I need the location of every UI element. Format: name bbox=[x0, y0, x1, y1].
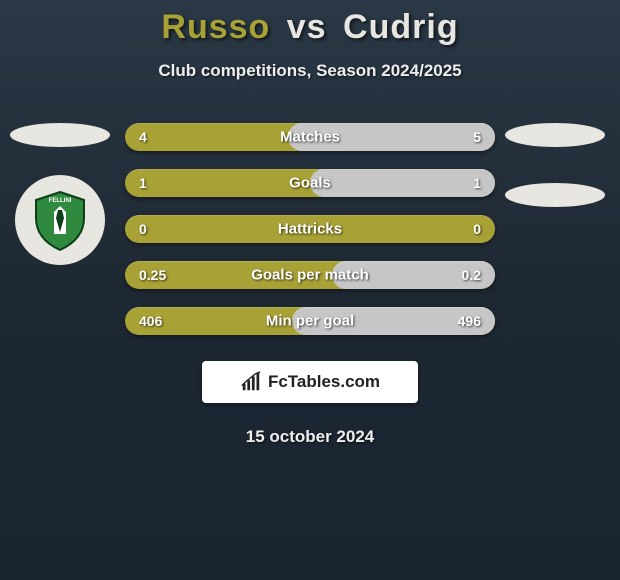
player1-name: Russo bbox=[161, 8, 270, 46]
player2-flag-placeholder bbox=[505, 123, 605, 147]
player1-club-crest: FELLINI bbox=[15, 175, 105, 265]
stat-label: Hattricks bbox=[278, 221, 342, 238]
stat-right-value: 0.2 bbox=[462, 267, 481, 283]
svg-text:FELLINI: FELLINI bbox=[49, 198, 72, 204]
stat-label: Goals bbox=[289, 175, 331, 192]
subtitle: Club competitions, Season 2024/2025 bbox=[0, 61, 620, 81]
vs-text: vs bbox=[287, 8, 327, 46]
comparison-title: Russo vs Cudrig bbox=[0, 0, 620, 47]
left-column: FELLINI bbox=[10, 123, 110, 265]
brand-text: FcTables.com bbox=[268, 372, 380, 392]
stat-bar-hattricks: 0 Hattricks 0 bbox=[125, 215, 495, 243]
stat-right-value: 496 bbox=[458, 313, 481, 329]
stat-label: Goals per match bbox=[251, 267, 369, 284]
player2-club-placeholder bbox=[505, 183, 605, 207]
right-column bbox=[500, 123, 610, 207]
stat-left-value: 406 bbox=[139, 313, 162, 329]
player2-name: Cudrig bbox=[343, 8, 459, 46]
bars-icon bbox=[240, 371, 262, 393]
stat-bar-goals-per-match: 0.25 Goals per match 0.2 bbox=[125, 261, 495, 289]
stat-bar-fill bbox=[310, 169, 495, 197]
stat-bar-goals: 1 Goals 1 bbox=[125, 169, 495, 197]
date-text: 15 october 2024 bbox=[0, 427, 620, 447]
stat-left-value: 0 bbox=[139, 221, 147, 237]
stat-right-value: 0 bbox=[473, 221, 481, 237]
content-area: FELLINI 4 Matches 5 1 Goals 1 0 Hattrick… bbox=[0, 123, 620, 335]
stat-bar-min-per-goal: 406 Min per goal 496 bbox=[125, 307, 495, 335]
stat-left-value: 0.25 bbox=[139, 267, 166, 283]
stat-bars: 4 Matches 5 1 Goals 1 0 Hattricks 0 0.25… bbox=[125, 123, 495, 335]
stat-left-value: 1 bbox=[139, 175, 147, 191]
stat-left-value: 4 bbox=[139, 129, 147, 145]
stat-right-value: 1 bbox=[473, 175, 481, 191]
brand-box[interactable]: FcTables.com bbox=[202, 361, 418, 403]
player1-flag-placeholder bbox=[10, 123, 110, 147]
stat-bar-matches: 4 Matches 5 bbox=[125, 123, 495, 151]
stat-label: Min per goal bbox=[266, 313, 354, 330]
stat-right-value: 5 bbox=[473, 129, 481, 145]
stat-label: Matches bbox=[280, 129, 340, 146]
shield-icon: FELLINI bbox=[28, 188, 92, 252]
